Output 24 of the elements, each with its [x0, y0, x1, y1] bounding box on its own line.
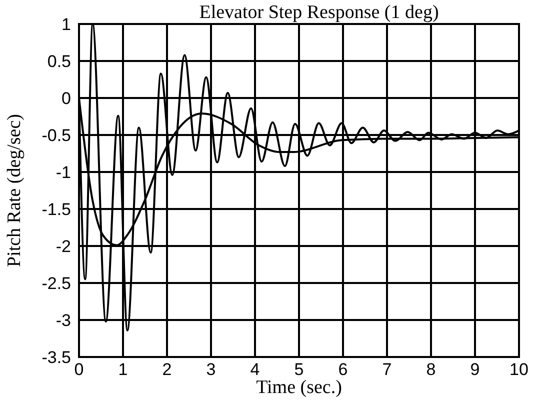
x-tick-label: 5 [294, 360, 304, 379]
x-tick-label: 4 [250, 360, 260, 379]
y-tick-label: -2 [56, 236, 71, 256]
y-tick-label: 1 [62, 14, 71, 34]
x-tick-label: 9 [470, 360, 480, 379]
x-tick-label: 6 [338, 360, 348, 379]
y-tick-label: -3 [56, 310, 71, 330]
y-tick-label: -1.5 [42, 200, 71, 219]
x-tick-label: 0 [74, 360, 84, 379]
x-tick-label: 7 [382, 360, 392, 379]
y-tick-label: 0.5 [47, 52, 71, 71]
y-tick-label: -3.5 [42, 348, 71, 367]
x-tick-label: 3 [206, 360, 216, 379]
chart-title: Elevator Step Response (1 deg) [199, 2, 439, 23]
x-tick-label: 2 [162, 360, 172, 379]
y-tick-label: 0 [62, 88, 71, 108]
x-tick-label: 8 [426, 360, 436, 379]
y-tick-label: -1 [56, 162, 71, 182]
y-tick-label: -2.5 [42, 274, 71, 293]
y-axis-title: Pitch Rate (deg/sec) [4, 114, 25, 268]
x-axis-title: Time (sec.) [256, 377, 342, 398]
x-tick-label: 10 [510, 360, 528, 379]
y-tick-label: -0.5 [42, 126, 71, 145]
x-tick-label: 1 [118, 360, 128, 379]
